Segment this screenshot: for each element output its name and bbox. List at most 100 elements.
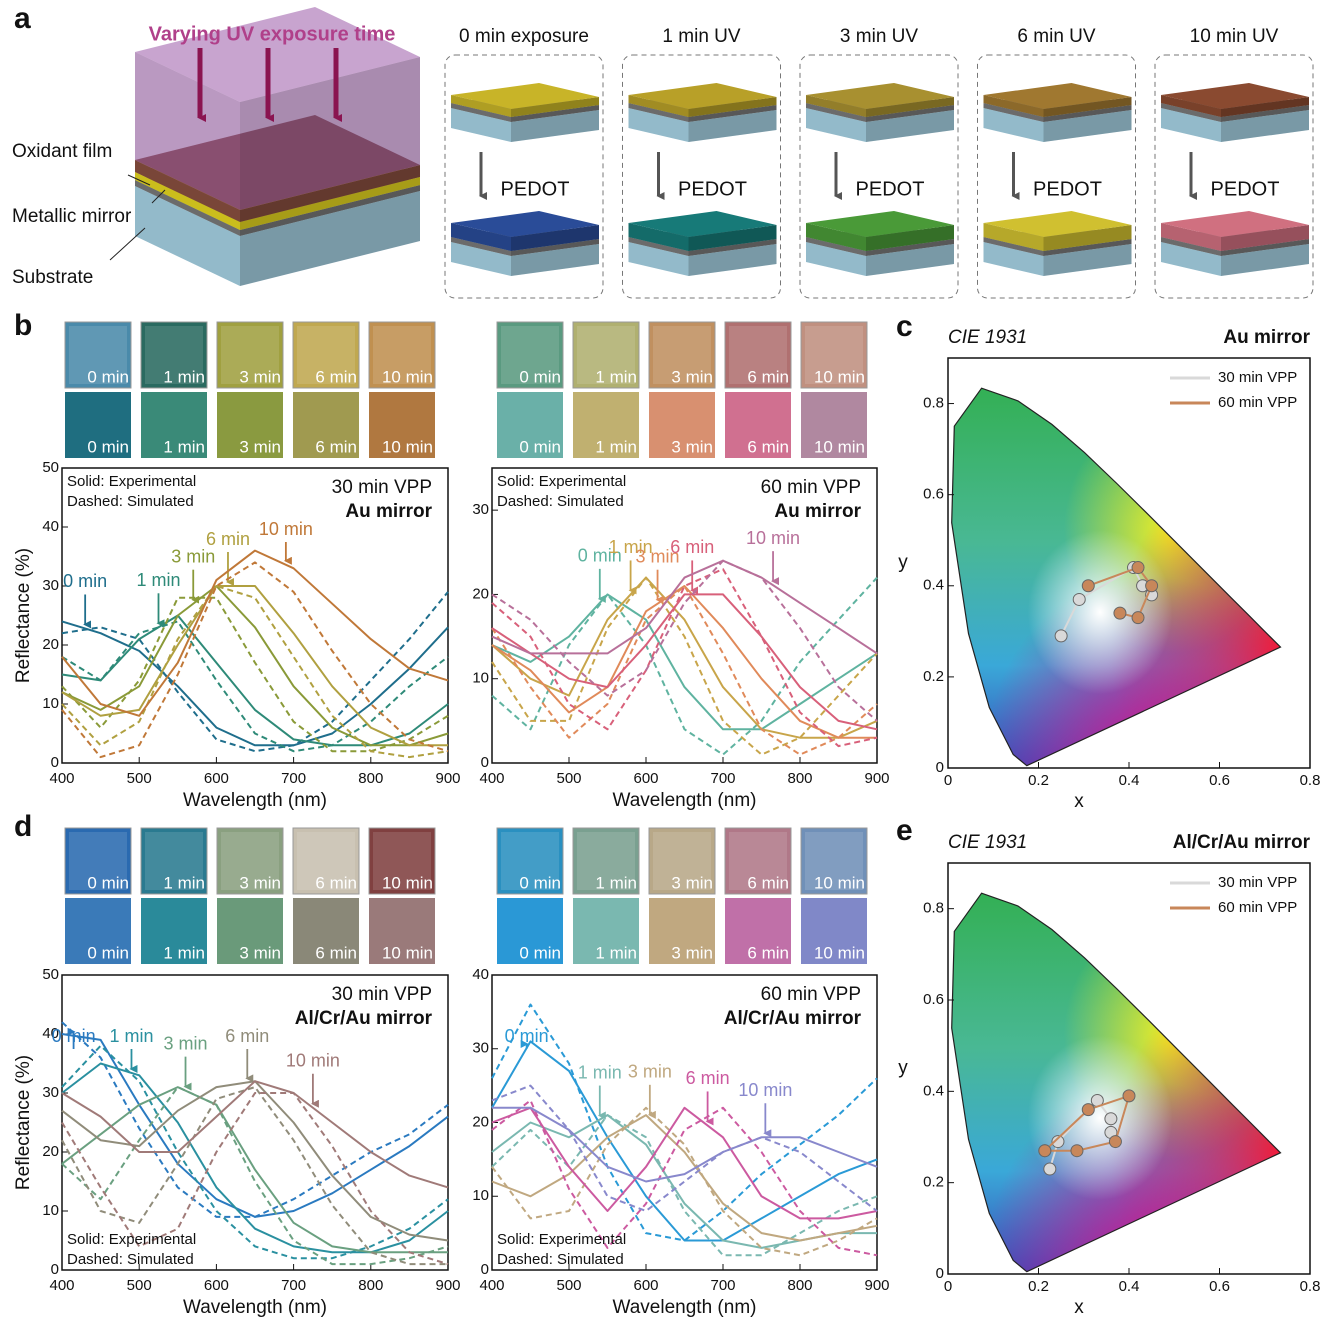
layer-label: Oxidant film	[12, 141, 112, 162]
annotation-label: 3 min	[628, 1062, 672, 1082]
photo-label: 1 min	[595, 873, 637, 892]
panel-letter: d	[14, 810, 32, 843]
product-label: PEDOT	[856, 178, 925, 200]
x-tick-label: 0.8	[1300, 772, 1320, 789]
y-tick-label: 0.6	[923, 486, 944, 503]
x-axis-label: Wavelength (nm)	[613, 1297, 757, 1318]
sim-label: 10 min	[814, 943, 865, 962]
photo-label: 10 min	[382, 873, 433, 892]
x-tick-label: 0.6	[1209, 772, 1230, 789]
x-tick-label: 0.8	[1300, 1278, 1320, 1295]
product-label: PEDOT	[1211, 178, 1280, 200]
y-tick-label: 30	[42, 577, 59, 594]
point	[1055, 630, 1067, 642]
photo-label: 6 min	[315, 367, 357, 386]
annotation-label: 6 min	[206, 529, 250, 549]
step-title: 3 min UV	[840, 26, 918, 47]
panel-letter: b	[14, 309, 32, 342]
photo-label: 10 min	[814, 367, 865, 386]
point	[1146, 580, 1158, 592]
note: Dashed: Simulated	[497, 1251, 624, 1268]
sim-label: 10 min	[382, 437, 433, 456]
x-tick-label: 0	[944, 772, 952, 789]
y-tick-label: 20	[42, 636, 59, 653]
x-tick-label: 700	[281, 1277, 306, 1294]
sim-label: 3 min	[239, 437, 281, 456]
point	[1105, 1113, 1117, 1125]
annotation-label: 6 min	[686, 1068, 730, 1088]
product-label: PEDOT	[501, 178, 570, 200]
x-tick-label: 500	[556, 770, 581, 787]
note: Solid: Experimental	[67, 473, 196, 490]
x-tick-label: 900	[435, 1277, 460, 1294]
chart-title: 60 min VPP	[761, 477, 861, 498]
x-tick-label: 400	[479, 1277, 504, 1294]
annotation-label: 1 min	[109, 1026, 153, 1046]
x-tick-label: 400	[49, 770, 74, 787]
sim-label: 3 min	[671, 437, 713, 456]
sim-label: 6 min	[315, 437, 357, 456]
x-axis-label: Wavelength (nm)	[183, 790, 327, 811]
photo-label: 6 min	[747, 873, 789, 892]
photo-label: 10 min	[814, 873, 865, 892]
y-tick-label: 10	[42, 1202, 59, 1219]
annotation-label: 10 min	[746, 528, 800, 548]
photo-label: 10 min	[382, 367, 433, 386]
chart-title: 30 min VPP	[332, 477, 432, 498]
note: Dashed: Simulated	[497, 493, 624, 510]
x-axis-label: Wavelength (nm)	[613, 790, 757, 811]
leader-line	[110, 228, 145, 260]
x-tick-label: 800	[787, 1277, 812, 1294]
x-tick-label: 700	[710, 1277, 735, 1294]
y-tick-label: 0	[936, 759, 944, 776]
point	[1073, 593, 1085, 605]
photo-label: 6 min	[747, 367, 789, 386]
panel-letter: a	[14, 2, 31, 35]
y-tick-label: 0.8	[923, 395, 944, 412]
annotation-label: 1 min	[136, 570, 180, 590]
annotation-label: 0 min	[505, 1026, 549, 1046]
y-tick-label: 20	[42, 1143, 59, 1160]
sim-label: 0 min	[87, 437, 129, 456]
sim-label: 10 min	[814, 437, 865, 456]
chart-title: 60 min VPP	[761, 984, 861, 1005]
x-tick-label: 600	[204, 770, 229, 787]
y-tick-label: 10	[472, 1187, 489, 1204]
photo-label: 0 min	[519, 873, 561, 892]
step-title: 0 min exposure	[459, 26, 589, 47]
note: Solid: Experimental	[497, 1231, 626, 1248]
note: Dashed: Simulated	[67, 1251, 194, 1268]
sim-label: 1 min	[163, 437, 205, 456]
x-axis-label: x	[1074, 791, 1084, 812]
y-tick-label: 0	[51, 1261, 59, 1278]
annotation-label: 6 min	[225, 1026, 269, 1046]
photo-label: 3 min	[671, 367, 713, 386]
photo-label: 1 min	[163, 367, 205, 386]
x-tick-label: 600	[633, 1277, 658, 1294]
sim-label: 10 min	[382, 943, 433, 962]
x-tick-label: 600	[633, 770, 658, 787]
note: Solid: Experimental	[67, 1231, 196, 1248]
step-title: 6 min UV	[1017, 26, 1095, 47]
annotation-label: 0 min	[52, 1026, 96, 1046]
x-tick-label: 0.4	[1119, 1278, 1140, 1295]
x-tick-label: 0.2	[1028, 772, 1049, 789]
x-tick-label: 900	[864, 1277, 889, 1294]
annotation-label: 10 min	[286, 1051, 340, 1071]
photo-label: 0 min	[87, 873, 129, 892]
annotation-label: 3 min	[171, 546, 215, 566]
annotation-label: 1 min	[578, 1062, 622, 1082]
y-tick-label: 30	[472, 501, 489, 518]
x-tick-label: 0.4	[1119, 772, 1140, 789]
y-tick-label: 20	[472, 1113, 489, 1130]
note: Solid: Experimental	[497, 473, 626, 490]
y-tick-label: 50	[42, 459, 59, 476]
sim-label: 6 min	[315, 943, 357, 962]
x-tick-label: 500	[127, 1277, 152, 1294]
photo-label: 1 min	[595, 367, 637, 386]
y-tick-label: 0.2	[923, 1174, 944, 1191]
y-tick-label: 30	[472, 1040, 489, 1057]
y-axis-label: y	[898, 552, 908, 573]
x-axis-label: x	[1074, 1297, 1084, 1318]
chart-title: CIE 1931	[948, 327, 1027, 348]
